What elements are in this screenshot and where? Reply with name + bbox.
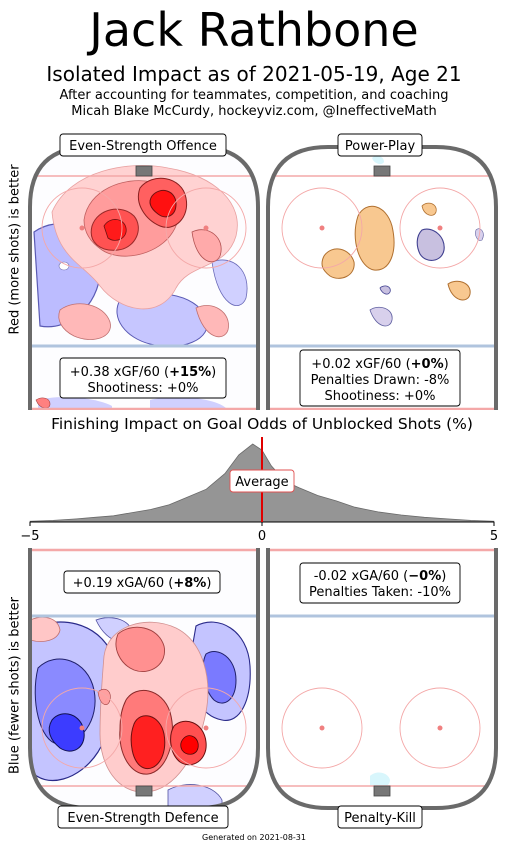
shootiness-stat: Shootiness: +0% bbox=[88, 381, 199, 396]
shootiness-stat: Shootiness: +0% bbox=[325, 389, 436, 404]
faceoff-circle-left bbox=[41, 687, 123, 769]
stat-box-pk: -0.02 xGA/60 (−0%) Penalties Taken: -10% bbox=[299, 562, 461, 604]
faceoff-circle-right bbox=[165, 187, 247, 269]
faceoff-circle-left bbox=[281, 687, 363, 769]
page-title: Jack Rathbone bbox=[89, 3, 419, 57]
page-subtitle: Isolated Impact as of 2021-05-19, Age 21 bbox=[46, 62, 462, 86]
penalties-stat: Penalties Drawn: -8% bbox=[311, 373, 450, 388]
more-shots-region bbox=[58, 303, 111, 340]
faceoff-circle-left bbox=[41, 187, 123, 269]
stat-box-eso: +0.38 xGF/60 (+15%) Shootiness: +0% bbox=[59, 357, 227, 399]
panel-label-pk: Penalty-Kill bbox=[337, 805, 423, 829]
shot-rate-map bbox=[30, 616, 251, 808]
panel-title: Penalty-Kill bbox=[344, 811, 416, 826]
faceoff-circle-right bbox=[165, 687, 247, 769]
faceoff-dot bbox=[203, 225, 209, 231]
method-note: After accounting for teammates, competit… bbox=[59, 88, 449, 103]
faceoff-circle-right bbox=[399, 687, 481, 769]
neutral-region bbox=[372, 155, 384, 165]
fewer-shots-region bbox=[48, 713, 85, 752]
goal-net bbox=[135, 165, 153, 177]
stat-box-esd: +0.19 xGA/60 (+8%) bbox=[63, 570, 221, 594]
fewer-shots-region bbox=[379, 285, 391, 295]
fewer-shots-region bbox=[369, 306, 393, 327]
finishing-impact-chart: Finishing Impact on Goal Odds of Unblock… bbox=[20, 415, 498, 544]
more-shots-region bbox=[447, 280, 471, 301]
generated-date: Generated on 2021-08-31 bbox=[202, 833, 306, 842]
stat-box-pp: +0.02 xGF/60 (+0%) Penalties Drawn: -8% … bbox=[299, 349, 461, 407]
goal-net bbox=[373, 785, 391, 797]
more-shots-region bbox=[103, 219, 127, 241]
neutral-region bbox=[58, 261, 70, 271]
fewer-shots-region bbox=[416, 228, 445, 261]
x-tick-label: 5 bbox=[490, 529, 498, 544]
panel-label-esd: Even-Strength Defence bbox=[57, 805, 229, 829]
author-credit: Micah Blake McCurdy, hockeyviz.com, @Ine… bbox=[71, 104, 437, 119]
panel-title: Even-Strength Defence bbox=[67, 811, 218, 826]
goal-net bbox=[373, 165, 391, 177]
xg-stat: +0.02 xGF/60 (+0%) bbox=[311, 357, 448, 372]
more-shots-region bbox=[180, 735, 199, 755]
fewer-shots-region bbox=[211, 259, 248, 306]
more-shots-region bbox=[421, 202, 437, 216]
faceoff-circle-left bbox=[281, 187, 363, 269]
more-shots-region bbox=[149, 189, 177, 218]
shot-rate-map bbox=[33, 165, 248, 410]
more-shots-region bbox=[195, 305, 229, 338]
faceoff-circle-right bbox=[399, 187, 481, 269]
panel-title: Power-Play bbox=[345, 139, 416, 154]
xg-stat: +0.38 xGF/60 (+15%) bbox=[70, 365, 216, 380]
more-shots-region bbox=[354, 205, 395, 271]
more-shots-region bbox=[115, 626, 165, 672]
neutral-region bbox=[370, 772, 390, 788]
goal-net bbox=[135, 785, 153, 797]
x-tick-label: 0 bbox=[258, 529, 266, 544]
average-label-box: Average bbox=[229, 469, 295, 493]
average-label: Average bbox=[235, 475, 288, 490]
chart-title: Finishing Impact on Goal Odds of Unblock… bbox=[51, 415, 473, 433]
more-shots-region bbox=[321, 248, 355, 279]
faceoff-dot bbox=[79, 225, 85, 231]
xg-stat: +0.19 xGA/60 (+8%) bbox=[73, 576, 212, 591]
faceoff-dot bbox=[437, 725, 443, 731]
penalties-stat: Penalties Taken: -10% bbox=[309, 585, 451, 600]
faceoff-dot bbox=[319, 725, 325, 731]
x-tick-label: −5 bbox=[20, 529, 39, 544]
xg-stat: -0.02 xGA/60 (−0%) bbox=[314, 569, 447, 584]
panel-label-pp: Power-Play bbox=[337, 133, 423, 157]
panel-label-eso: Even-Strength Offence bbox=[59, 133, 227, 157]
more-shots-region bbox=[130, 715, 166, 770]
x-axis-ticks: −5 0 5 bbox=[20, 522, 498, 544]
shot-rate-map bbox=[321, 155, 484, 327]
panel-title: Even-Strength Offence bbox=[69, 139, 217, 154]
faceoff-dot bbox=[319, 225, 325, 231]
faceoff-dot bbox=[437, 225, 443, 231]
faceoff-dot bbox=[203, 725, 209, 731]
more-shots-region bbox=[35, 397, 51, 409]
faceoff-dot bbox=[79, 725, 85, 731]
